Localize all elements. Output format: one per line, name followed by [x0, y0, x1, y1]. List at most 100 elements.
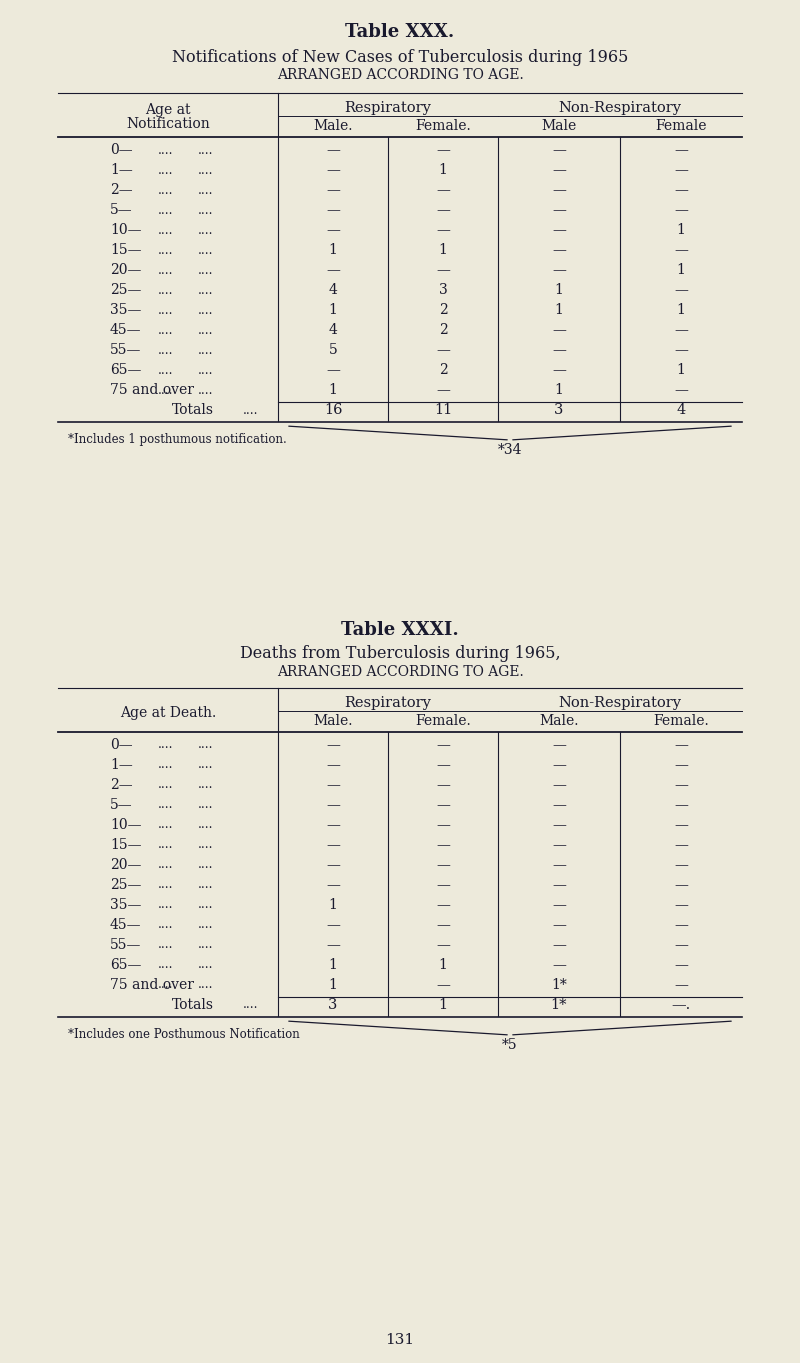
Text: ....: .... — [198, 343, 214, 357]
Text: *5: *5 — [502, 1039, 518, 1052]
Text: ....: .... — [198, 799, 214, 811]
Text: 1: 1 — [554, 303, 563, 318]
Text: Male.: Male. — [539, 714, 578, 728]
Text: 0—: 0— — [110, 737, 133, 752]
Text: ....: .... — [198, 919, 214, 931]
Text: ....: .... — [198, 263, 214, 277]
Text: ....: .... — [158, 203, 174, 217]
Text: 75 and over: 75 and over — [110, 979, 194, 992]
Text: —: — — [326, 919, 340, 932]
Text: ....: .... — [198, 164, 214, 176]
Text: 1: 1 — [677, 224, 686, 237]
Text: ....: .... — [158, 758, 174, 771]
Text: —: — — [552, 758, 566, 771]
Text: 10—: 10— — [110, 224, 142, 237]
Text: 65—: 65— — [110, 363, 142, 378]
Text: Totals: Totals — [172, 998, 214, 1011]
Text: ....: .... — [158, 263, 174, 277]
Text: 55—: 55— — [110, 938, 142, 951]
Text: 1: 1 — [438, 243, 447, 258]
Text: ....: .... — [198, 244, 214, 256]
Text: ....: .... — [158, 323, 174, 337]
Text: ....: .... — [158, 979, 174, 991]
Text: Respiratory: Respiratory — [345, 101, 431, 114]
Text: ....: .... — [158, 304, 174, 316]
Text: —: — — [552, 818, 566, 831]
Text: ....: .... — [158, 143, 174, 157]
Text: ARRANGED ACCORDING TO AGE.: ARRANGED ACCORDING TO AGE. — [277, 665, 523, 679]
Text: —: — — [436, 383, 450, 397]
Text: Female.: Female. — [653, 714, 709, 728]
Text: 11: 11 — [434, 403, 452, 417]
Text: —: — — [436, 979, 450, 992]
Text: —: — — [326, 818, 340, 831]
Text: 35—: 35— — [110, 303, 142, 318]
Text: Table XXXI.: Table XXXI. — [341, 622, 459, 639]
Text: —: — — [436, 857, 450, 872]
Text: Non-Respiratory: Non-Respiratory — [558, 696, 682, 710]
Text: 1*: 1* — [551, 979, 567, 992]
Text: —: — — [674, 203, 688, 217]
Text: 65—: 65— — [110, 958, 142, 972]
Text: 45—: 45— — [110, 323, 142, 337]
Text: —: — — [326, 797, 340, 812]
Text: 1: 1 — [329, 243, 338, 258]
Text: —: — — [674, 818, 688, 831]
Text: 1: 1 — [677, 303, 686, 318]
Text: ....: .... — [158, 799, 174, 811]
Text: 1: 1 — [329, 898, 338, 912]
Text: 1—: 1— — [110, 758, 133, 771]
Text: 45—: 45— — [110, 919, 142, 932]
Text: 1: 1 — [677, 263, 686, 277]
Text: ....: .... — [158, 184, 174, 196]
Text: —: — — [674, 164, 688, 177]
Text: —: — — [326, 143, 340, 157]
Text: ....: .... — [198, 383, 214, 397]
Text: ....: .... — [198, 979, 214, 991]
Text: ....: .... — [198, 838, 214, 852]
Text: —: — — [552, 838, 566, 852]
Text: 5: 5 — [329, 343, 338, 357]
Text: ....: .... — [158, 343, 174, 357]
Text: 131: 131 — [386, 1333, 414, 1347]
Text: 16: 16 — [324, 403, 342, 417]
Text: ....: .... — [198, 284, 214, 297]
Text: 35—: 35— — [110, 898, 142, 912]
Text: —: — — [552, 143, 566, 157]
Text: Female.: Female. — [415, 119, 471, 134]
Text: —: — — [674, 323, 688, 337]
Text: —: — — [674, 898, 688, 912]
Text: —: — — [552, 203, 566, 217]
Text: ....: .... — [198, 958, 214, 972]
Text: ....: .... — [158, 739, 174, 751]
Text: ....: .... — [198, 203, 214, 217]
Text: 2: 2 — [438, 303, 447, 318]
Text: —: — — [552, 737, 566, 752]
Text: —: — — [436, 758, 450, 771]
Text: ....: .... — [198, 939, 214, 951]
Text: ....: .... — [198, 819, 214, 831]
Text: ....: .... — [198, 184, 214, 196]
Text: ....: .... — [158, 919, 174, 931]
Text: —: — — [326, 183, 340, 198]
Text: 3: 3 — [328, 998, 338, 1011]
Text: Male: Male — [542, 119, 577, 134]
Text: 2—: 2— — [110, 778, 133, 792]
Text: 1: 1 — [329, 979, 338, 992]
Text: 1: 1 — [438, 998, 447, 1011]
Text: ....: .... — [158, 819, 174, 831]
Text: Male.: Male. — [314, 714, 353, 728]
Text: 75 and over: 75 and over — [110, 383, 194, 397]
Text: 2: 2 — [438, 323, 447, 337]
Text: Male.: Male. — [314, 119, 353, 134]
Text: —: — — [436, 898, 450, 912]
Text: —: — — [436, 778, 450, 792]
Text: ....: .... — [158, 364, 174, 376]
Text: ....: .... — [158, 224, 174, 237]
Text: —: — — [674, 979, 688, 992]
Text: —: — — [326, 737, 340, 752]
Text: —: — — [674, 383, 688, 397]
Text: ....: .... — [198, 143, 214, 157]
Text: —: — — [552, 263, 566, 277]
Text: ....: .... — [158, 958, 174, 972]
